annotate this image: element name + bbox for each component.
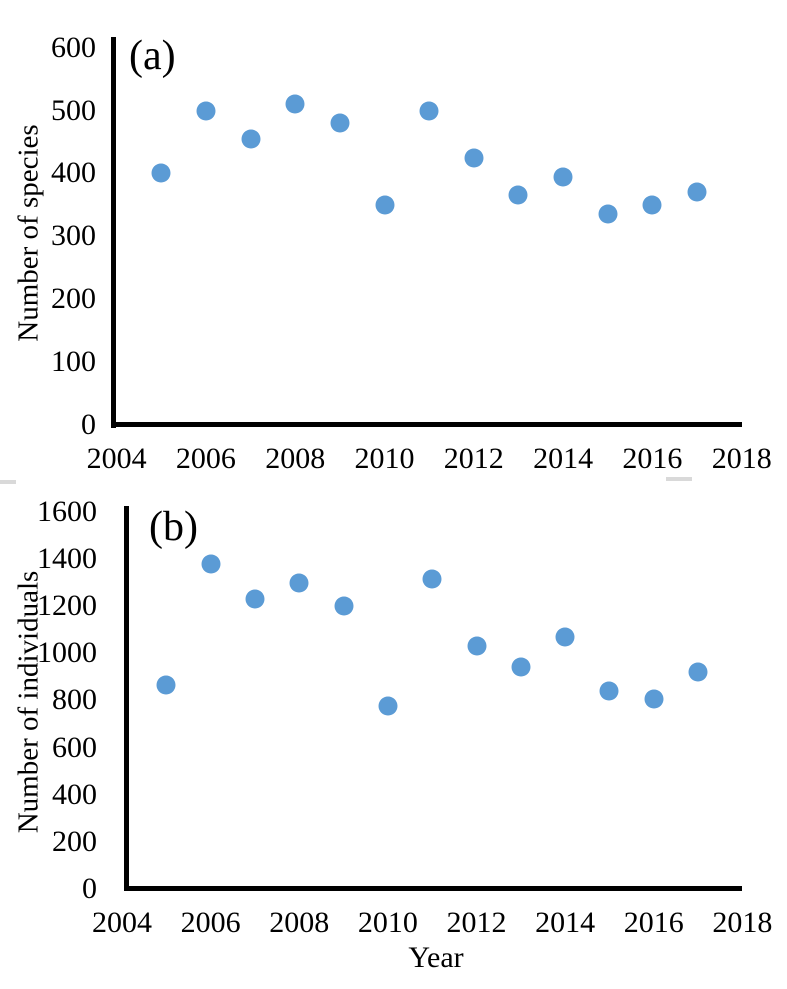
data-point [599,681,619,701]
x-tick-label: 2014 [533,442,594,475]
y-tick-label: 0 [81,408,96,441]
x-tick-label: 2006 [175,442,236,475]
y-tick-label: 1200 [37,589,97,623]
data-point [375,195,394,215]
x-tick-label: 2010 [357,906,418,939]
data-point [467,636,486,656]
y-tick-label: 600 [51,30,96,64]
x-tick-label: 2010 [354,442,415,475]
panel-label-b: (b) [149,504,198,550]
data-point [156,675,176,695]
data-point [289,573,309,593]
y-axis-line-b [124,506,129,891]
panel-label-a: (a) [129,33,176,79]
data-point [151,163,171,183]
y-tick-label: 0 [82,872,97,905]
data-point [464,148,484,168]
y-tick-label: 400 [52,777,97,811]
y-tick-label: 400 [51,156,96,190]
data-point [330,113,350,133]
x-axis-title-year: Year [408,941,464,974]
data-point [419,101,439,120]
x-tick-label: 2004 [86,442,147,475]
data-point [687,182,707,202]
x-tick-label: 2018 [712,906,773,939]
x-axis-line-b [124,886,742,891]
data-point [378,696,398,716]
y-tick-label: 200 [52,824,97,858]
x-tick-label: 2016 [622,442,683,475]
screenshot-artifact-dash [0,480,16,484]
y-tick-label: 200 [51,282,96,316]
y-axis-line-a [111,37,116,428]
data-point [688,662,708,682]
data-point [553,167,573,187]
x-tick-label: 2016 [623,906,684,939]
data-point [245,589,265,609]
data-point [644,689,664,709]
data-point [201,554,221,574]
x-tick-label: 2018 [711,442,772,475]
y-tick-label: 600 [52,730,97,764]
y-tick-label: 1000 [37,636,97,670]
data-point [555,627,575,647]
x-axis-line-a [111,422,742,427]
y-tick-label: 1400 [37,542,97,576]
data-point [241,129,261,149]
x-tick-label: 2012 [443,442,504,475]
data-point [598,204,618,224]
data-point [511,657,531,677]
x-tick-label: 2008 [269,906,330,939]
screenshot-artifact-dash [666,477,692,481]
x-tick-label: 2006 [180,906,241,939]
x-tick-label: 2014 [535,906,596,939]
data-point [422,569,442,589]
y-tick-label: 800 [52,683,97,717]
data-point [334,596,354,616]
x-tick-label: 2008 [265,442,326,475]
data-point [508,185,528,205]
y-tick-label: 100 [51,345,96,379]
data-point [642,195,662,215]
y-tick-label: 500 [51,93,96,127]
y-tick-label: 300 [51,219,96,253]
data-point [285,94,305,114]
x-tick-label: 2004 [92,906,152,939]
x-tick-label: 2012 [446,906,507,939]
data-point [196,101,216,120]
y-tick-label: 1600 [37,494,97,528]
